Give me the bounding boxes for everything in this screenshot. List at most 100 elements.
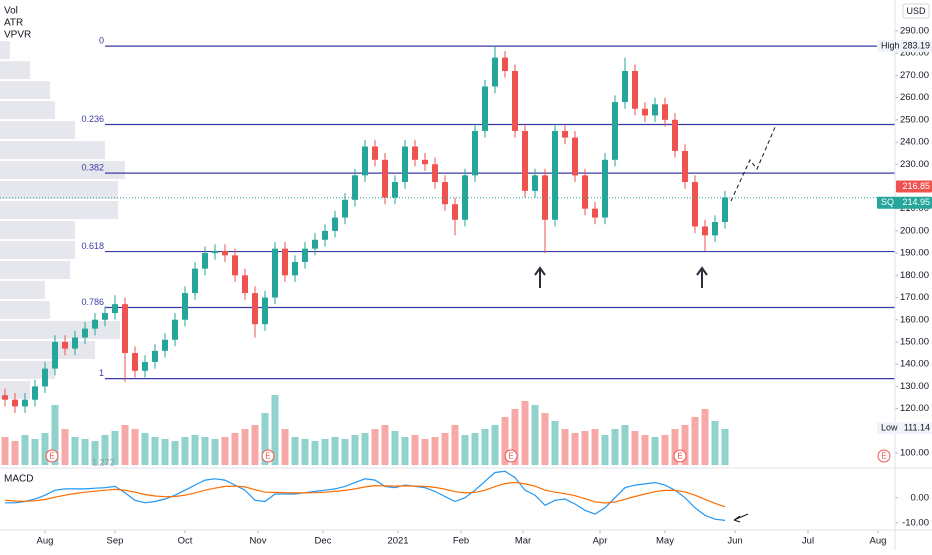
last-price-name: SQ [881,197,894,207]
candle-body [702,226,708,236]
currency-label[interactable]: USD [906,6,926,16]
candle-body [132,353,138,371]
x-tick-label: Jul [802,536,814,547]
candle-body [562,130,568,138]
earnings-label[interactable]: E [508,452,513,461]
candle-body [262,297,268,325]
volume-bar [301,439,309,465]
volume-bar [381,425,389,465]
candle-body [612,102,618,160]
x-tick-label: Mar [515,536,531,547]
candle-body [362,146,368,176]
earnings-label[interactable]: E [265,452,270,461]
arrow-up [534,266,546,288]
candle-body [332,217,338,231]
y-tick-label: 240.00 [900,137,929,148]
candle-body [662,104,668,120]
y-tick-label: 260.00 [900,92,929,103]
y-tick-label: 200.00 [900,225,929,236]
earnings-marker [504,449,518,463]
volume-bar [441,433,449,465]
candle-body [652,104,658,116]
volume-bar [351,435,359,465]
low-badge [877,422,932,435]
candle-body [552,130,558,220]
candle-body [502,57,508,71]
volume-bar [311,441,319,465]
y-tick-label: 270.00 [900,70,929,81]
volume-bar [321,439,329,465]
candle-body [432,164,438,183]
currency-box[interactable] [902,3,930,19]
fib-extension-label: 1.272 [92,457,115,467]
volume-bar [331,437,339,465]
y-tick-label: 100.00 [900,448,929,459]
volume-bar [681,425,689,465]
vpvr-bar [0,260,70,279]
macd-macd-line [5,470,726,521]
x-tick-label: Oct [178,536,193,547]
y-tick-label: 180.00 [900,270,929,281]
candle-body [312,239,318,249]
alert-value: 216.85 [902,181,930,191]
volume-bar [341,439,349,465]
volume-bar [271,395,279,465]
volume-bar [531,405,539,465]
candle-body [472,130,478,176]
volume-bar [661,435,669,465]
volume-bar [551,421,559,465]
volume-bar [261,413,269,465]
vpvr-bar [0,81,50,100]
candle-body [92,319,98,329]
volume-bar [91,441,99,465]
volume-bar [611,429,619,465]
volume-bar [231,433,239,465]
volume-bar [591,429,599,465]
earnings-label[interactable]: E [677,452,682,461]
candle-body [52,341,58,369]
vpvr-bar [0,201,118,220]
vpvr-bar [0,161,125,180]
candle-body [22,399,28,407]
candle-body [112,304,118,314]
y-tick-label: 140.00 [900,359,929,370]
vpvr-bar [0,41,10,60]
arrow-up [696,266,708,288]
candle-body [582,175,588,209]
x-tick-label: Sep [107,536,124,547]
candle-body [232,255,238,276]
volume-bar [651,437,659,465]
volume-bar [11,441,19,465]
y-tick-label: 210.00 [900,203,929,214]
earnings-marker [261,449,275,463]
volume-bar [281,429,289,465]
volume-bar [621,425,629,465]
volume-bar [711,421,719,465]
candle-body [632,70,638,109]
y-tick-label: 150.00 [900,336,929,347]
candle-body [242,275,248,294]
earnings-marker [673,449,687,463]
volume-bar [361,433,369,465]
vpvr-bar [0,181,118,200]
y-tick-label: 280.00 [900,48,929,59]
earnings-marker [877,449,891,463]
candle-body [42,368,48,387]
candle-body [532,175,538,191]
candle-body [192,268,198,294]
earnings-label[interactable]: E [49,452,54,461]
volume-bar [81,439,89,465]
earnings-label[interactable]: E [881,452,886,461]
high-name: High [881,41,900,51]
candle-body [482,86,488,131]
volume-bar [241,429,249,465]
volume-bar [601,435,609,465]
volume-bar [481,429,489,465]
volume-bar [401,437,409,465]
candle-body [382,159,388,198]
volume-bar [221,437,229,465]
volume-bar [41,433,49,465]
vpvr-bar [0,61,30,80]
